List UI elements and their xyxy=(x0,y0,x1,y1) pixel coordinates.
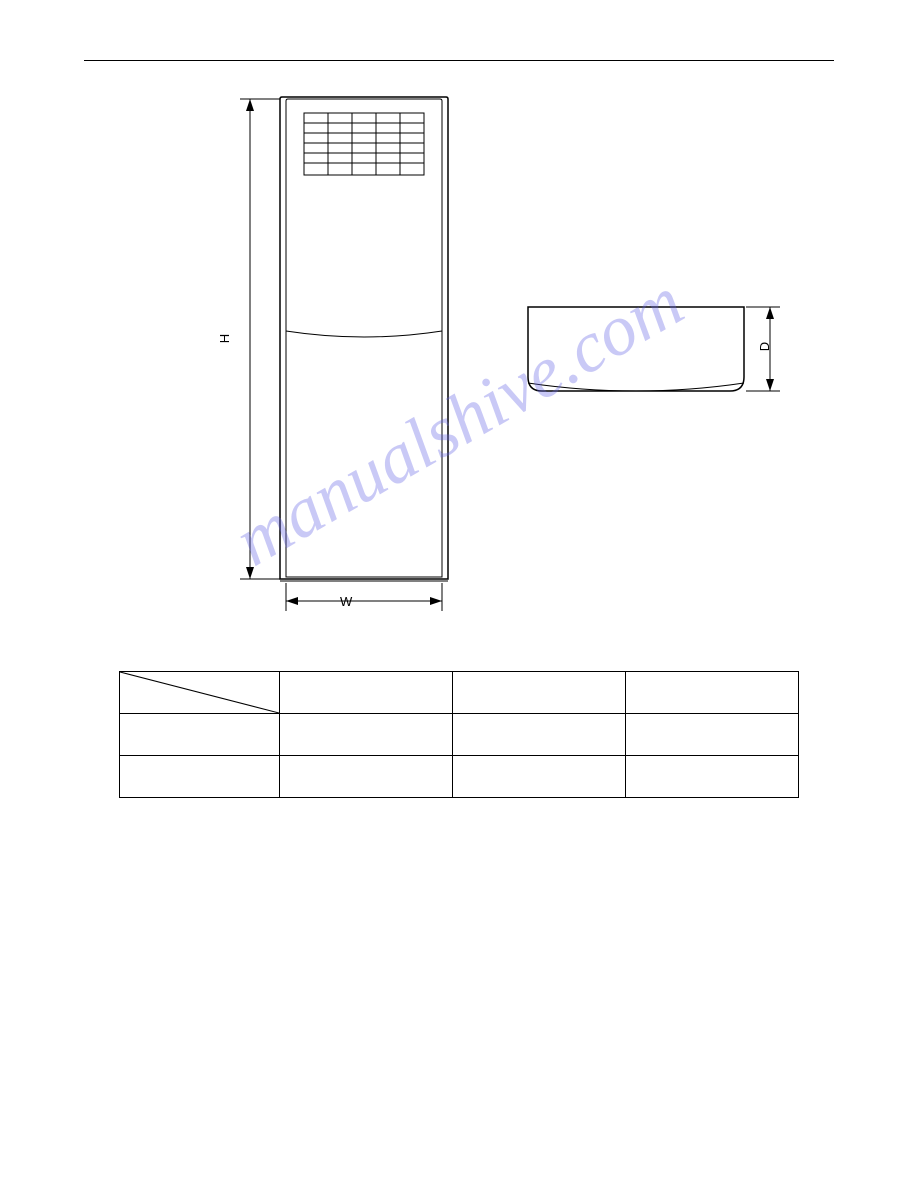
table-cell xyxy=(120,756,280,798)
d-dimension-label: D xyxy=(757,342,772,351)
table-diagonal-cell xyxy=(120,672,280,714)
w-dimension-label: W xyxy=(340,594,352,609)
top-rule xyxy=(84,60,834,61)
top-view-diagram xyxy=(520,301,800,416)
table-cell xyxy=(453,756,626,798)
table-cell xyxy=(280,714,453,756)
table-row xyxy=(120,714,799,756)
table-row xyxy=(120,756,799,798)
table-cell xyxy=(453,714,626,756)
table-col-1 xyxy=(280,672,453,714)
top-view-svg xyxy=(520,301,800,411)
dimensions-table xyxy=(119,671,799,798)
diagram-area: H W D xyxy=(80,91,838,631)
table-col-3 xyxy=(626,672,799,714)
table-cell xyxy=(120,714,280,756)
table-header-row xyxy=(120,672,799,714)
h-dimension-label: H xyxy=(217,334,232,343)
page-container: H W D manualshive.com xyxy=(0,0,918,1188)
table-col-2 xyxy=(453,672,626,714)
table-cell xyxy=(626,714,799,756)
front-view-svg xyxy=(230,91,490,621)
table-cell xyxy=(626,756,799,798)
table-cell xyxy=(280,756,453,798)
front-view-diagram xyxy=(230,91,490,621)
